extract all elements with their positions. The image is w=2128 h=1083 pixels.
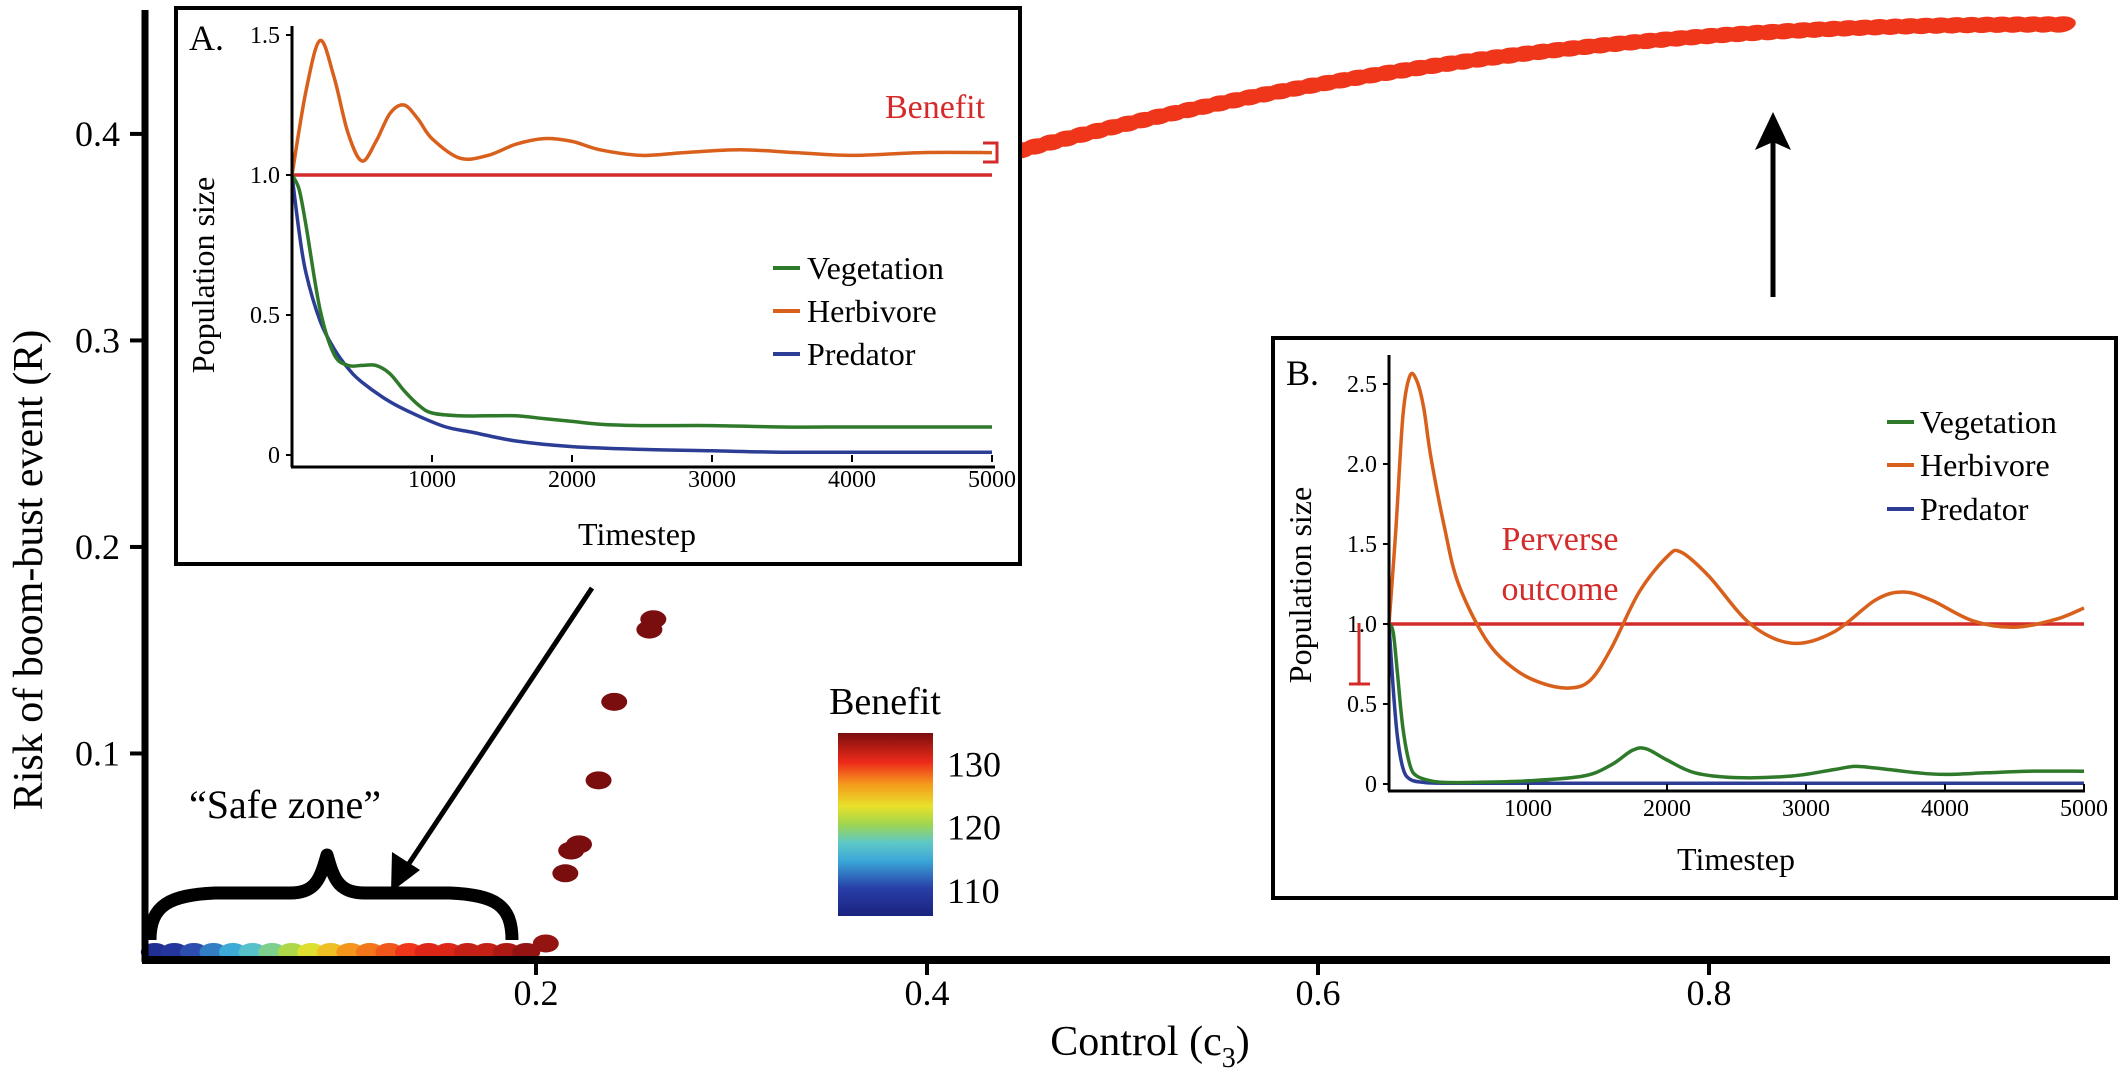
inset-b-perverse-bracket <box>1349 623 1370 686</box>
inset-b-x-tick-label: 5000 <box>2060 796 2108 822</box>
inset-b-x-tick-label: 3000 <box>1782 796 1830 822</box>
inset-a-y-tick-label: 1.5 <box>250 23 280 49</box>
main-y-tick-label: 0.1 <box>75 733 120 773</box>
colorbar <box>838 733 933 916</box>
inset-a-x-tick-label: 3000 <box>688 467 736 493</box>
inset-a-legend-herbivore: Herbivore <box>807 293 937 329</box>
inset-b-legend: Vegetation Herbivore Predator <box>1887 404 2057 527</box>
inset-b-x-label: Timestep <box>1677 841 1795 877</box>
inset-b-legend-predator: Predator <box>1920 491 2029 527</box>
inset-a-legend-vegetation: Vegetation <box>807 250 944 286</box>
inset-a-x-tick-label: 2000 <box>548 467 596 493</box>
inset-b-y-tick-label: 2.5 <box>1347 372 1377 398</box>
inset-a-y-tick-label: 1.0 <box>250 163 280 189</box>
high-risk-point <box>2046 16 2076 33</box>
inset-b-y-tick-label: 0 <box>1365 772 1377 798</box>
inset-b-perverse-label-1: Perverse <box>1501 521 1618 558</box>
inset-a-y-tick-label: 0 <box>268 443 280 469</box>
colorbar-ticks: 130 120 110 <box>947 745 1001 911</box>
inset-a-y-tick-label: 0.5 <box>250 303 280 329</box>
colorbar-tick-label: 120 <box>947 808 1001 848</box>
transition-point <box>640 610 667 629</box>
inset-a-panel-label: A. <box>189 18 224 58</box>
inset-b-y-tick-label: 1.5 <box>1347 532 1377 558</box>
inset-a-legend-predator: Predator <box>807 336 916 372</box>
inset-a-x-tick-label: 5000 <box>968 467 1016 493</box>
inset-b-legend-herbivore: Herbivore <box>1920 447 2050 483</box>
inset-a-series <box>290 38 993 455</box>
main-y-tick-label: 0.4 <box>75 114 120 154</box>
main-y-axis-label: Risk of boom-bust event (R) <box>6 330 52 811</box>
main-x-tick-label: 0.4 <box>905 973 950 1013</box>
inset-b: B. 1000 2000 3000 4000 5000 0 0.5 1.0 1.5 2.0 2.5… <box>1271 336 2118 900</box>
transition-point <box>601 692 628 711</box>
transition-point <box>532 934 559 953</box>
inset-b-x-tick-label: 4000 <box>1921 796 1969 822</box>
inset-a-x-tick-label: 4000 <box>828 467 876 493</box>
colorbar-title: Benefit <box>829 681 941 723</box>
colorbar-tick-label: 110 <box>947 871 1000 911</box>
inset-a-line-vegetation <box>290 174 992 429</box>
inset-b-line-vegetation <box>1387 622 2085 785</box>
inset-a-benefit-label: Benefit <box>885 89 986 126</box>
inset-b-series <box>1387 371 2085 786</box>
inset-b-x-tick-label: 1000 <box>1504 796 1552 822</box>
inset-b-y-ticks: 0 0.5 1.0 1.5 2.0 2.5 <box>1347 372 1389 798</box>
inset-a-x-tick-label: 1000 <box>408 467 456 493</box>
inset-b-y-label: Population size <box>1282 487 1318 683</box>
inset-a-legend: Vegetation Herbivore Predator <box>773 250 944 372</box>
inset-a-line-predator <box>290 174 992 455</box>
main-x-tick-label: 0.6 <box>1296 973 1341 1013</box>
inset-b-x-ticks: 1000 2000 3000 4000 5000 <box>1504 784 2108 822</box>
inset-b-y-tick-label: 2.0 <box>1347 452 1377 478</box>
inset-a-x-label: Timestep <box>578 516 696 552</box>
inset-b-line-herbivore <box>1387 371 2085 690</box>
arrow-to-high-risk <box>1755 112 1791 297</box>
main-x-tick-label: 0.8 <box>1687 973 1732 1013</box>
main-x-ticks: 0.2 0.4 0.6 0.8 <box>514 960 1732 1013</box>
inset-b-panel-label: B. <box>1286 353 1319 393</box>
inset-a-y-label: Population size <box>185 177 221 373</box>
transition-point <box>552 864 579 883</box>
main-y-tick-label: 0.2 <box>75 527 120 567</box>
transition-point <box>585 771 612 790</box>
inset-b-legend-vegetation: Vegetation <box>1920 404 2057 440</box>
inset-b-perverse-label-2: outcome <box>1501 571 1618 608</box>
main-x-axis-label: Control (c3) <box>1050 1019 1249 1074</box>
inset-a-y-ticks: 0 0.5 1.0 1.5 <box>250 23 292 469</box>
arrow-to-safe-zone <box>391 586 595 892</box>
transition-point <box>566 835 593 854</box>
main-x-tick-label: 0.2 <box>514 973 559 1013</box>
inset-b-y-tick-label: 1.0 <box>1347 612 1377 638</box>
inset-b-x-tick-label: 2000 <box>1643 796 1691 822</box>
inset-a-line-herbivore <box>290 38 993 176</box>
main-chart: 0.2 0.4 0.6 0.8 0.1 0.2 0.3 0.4 Control (c3) R… <box>6 10 2110 1074</box>
inset-b-frame <box>1271 336 2118 900</box>
inset-a: A. 1000 2000 3000 4000 5000 0 0.5 1.0 1.5 Times… <box>174 6 1022 566</box>
main-y-ticks: 0.1 0.2 0.3 0.4 <box>75 114 145 773</box>
main-y-tick-label: 0.3 <box>75 320 120 360</box>
colorbar-tick-label: 130 <box>947 745 1001 785</box>
inset-a-benefit-bracket <box>983 141 999 164</box>
inset-b-y-tick-label: 0.5 <box>1347 692 1377 718</box>
safe-zone-brace <box>143 848 519 941</box>
safe-zone-label: “Safe zone” <box>189 782 381 827</box>
inset-a-x-ticks: 1000 2000 3000 4000 5000 <box>408 455 1016 493</box>
